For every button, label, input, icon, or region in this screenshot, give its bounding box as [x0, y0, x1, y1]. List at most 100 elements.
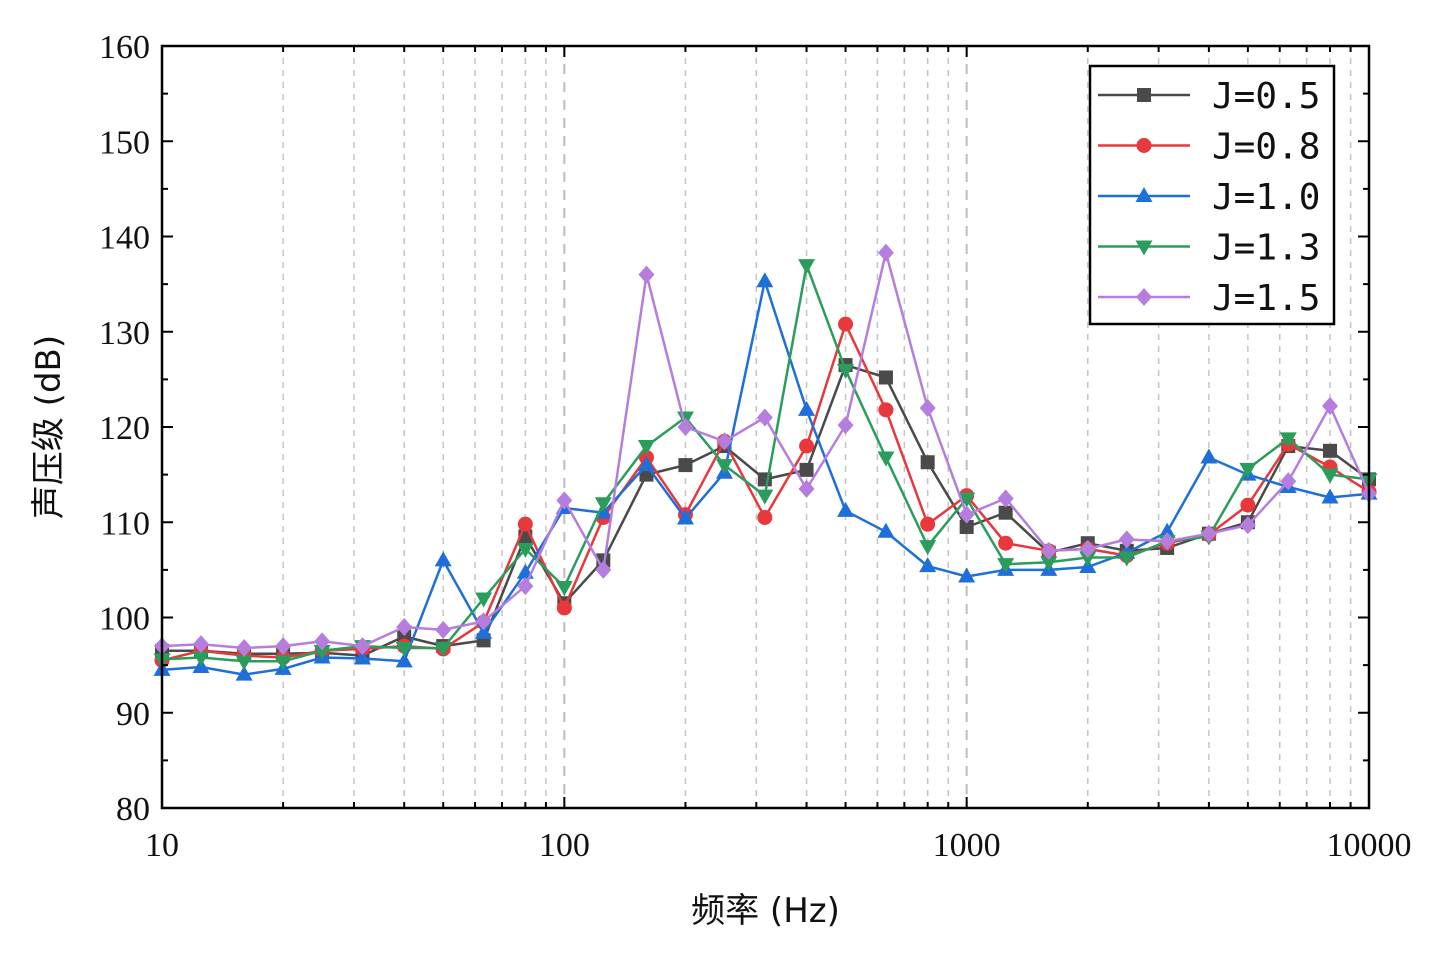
- x-tick-label: 10: [145, 827, 179, 864]
- data-point-3-18: [877, 451, 895, 467]
- x-tick-label: 100: [539, 827, 590, 864]
- data-point-4-27: [1239, 516, 1256, 535]
- data-point-1-18: [878, 402, 894, 418]
- data-point-4-9: [517, 577, 534, 596]
- data-point-4-25: [1159, 532, 1176, 551]
- legend-label: J=1.5: [1212, 278, 1320, 319]
- legend-marker-0: [1137, 88, 1151, 102]
- data-point-2-13: [676, 509, 694, 525]
- data-point-3-7: [434, 641, 452, 657]
- data-point-2-8: [475, 623, 493, 639]
- legend-item-3: J=1.3: [1098, 228, 1320, 269]
- data-point-1-16: [799, 438, 815, 454]
- y-tick-label: 80: [116, 791, 150, 828]
- data-point-3-28: [1279, 432, 1297, 448]
- x-tick-label: 1000: [933, 827, 1001, 864]
- data-point-1-19: [920, 516, 936, 532]
- data-point-3-29: [1321, 468, 1339, 484]
- data-point-4-11: [595, 560, 612, 579]
- data-point-4-28: [1280, 472, 1297, 491]
- data-point-3-1: [192, 651, 210, 667]
- data-point-3-20: [958, 492, 976, 508]
- data-point-4-18: [877, 243, 894, 262]
- legend-item-0: J=0.5: [1098, 76, 1320, 117]
- data-point-2-7: [434, 551, 452, 567]
- y-axis-title: 声压级 (dB): [29, 335, 69, 519]
- data-point-4-22: [1040, 541, 1057, 560]
- y-tick-label: 130: [99, 315, 150, 352]
- data-point-4-26: [1200, 524, 1217, 543]
- data-point-2-19: [919, 557, 937, 573]
- data-point-3-11: [594, 497, 612, 513]
- data-point-2-17: [837, 501, 855, 517]
- data-point-3-15: [756, 489, 774, 505]
- legend-label: J=0.5: [1212, 76, 1320, 117]
- data-point-2-2: [235, 665, 253, 681]
- data-point-2-26: [1200, 448, 1218, 464]
- data-point-4-12: [638, 265, 655, 284]
- y-tick-label: 90: [116, 696, 150, 733]
- data-point-4-8: [475, 612, 492, 631]
- data-point-4-4: [314, 632, 331, 651]
- x-tick-label: 10000: [1327, 827, 1412, 864]
- data-point-3-17: [837, 363, 855, 379]
- data-point-4-10: [556, 491, 573, 510]
- series-4: [154, 243, 1377, 657]
- data-point-4-15: [756, 408, 773, 427]
- data-point-3-21: [997, 558, 1015, 574]
- data-point-3-2: [235, 655, 253, 671]
- legend-item-4: J=1.5: [1098, 278, 1320, 319]
- data-point-4-29: [1322, 397, 1339, 416]
- data-point-0-29: [1323, 443, 1338, 458]
- legend-label: J=0.8: [1212, 127, 1320, 168]
- legend-marker-1: [1136, 138, 1152, 153]
- data-point-3-9: [516, 542, 534, 558]
- data-point-1-21: [998, 535, 1014, 551]
- data-point-4-17: [837, 416, 854, 435]
- data-point-3-24: [1118, 551, 1136, 567]
- data-point-2-20: [958, 567, 976, 583]
- legend-label: J=1.3: [1212, 228, 1320, 269]
- data-point-3-27: [1239, 462, 1257, 478]
- data-point-0-19: [920, 455, 935, 470]
- data-point-4-3: [275, 637, 292, 656]
- legend-label: J=1.0: [1212, 177, 1320, 218]
- data-point-2-6: [395, 652, 413, 668]
- data-point-4-2: [236, 638, 253, 657]
- data-point-4-19: [919, 398, 936, 417]
- data-point-2-15: [756, 272, 774, 288]
- y-tick-label: 100: [99, 601, 150, 638]
- x-axis-title: 频率 (Hz): [691, 891, 840, 931]
- legend-item-2: J=1.0: [1098, 177, 1320, 218]
- data-point-0-18: [878, 370, 893, 385]
- data-point-1-9: [517, 516, 533, 532]
- data-point-4-23: [1079, 539, 1096, 558]
- y-tick-label: 160: [99, 29, 150, 66]
- data-point-3-12: [637, 440, 655, 456]
- data-point-2-29: [1321, 488, 1339, 504]
- data-point-3-22: [1040, 556, 1058, 572]
- data-point-3-16: [798, 259, 816, 275]
- data-point-4-5: [354, 637, 371, 656]
- data-point-4-6: [396, 618, 413, 637]
- data-point-3-8: [475, 592, 493, 608]
- data-point-4-20: [958, 505, 975, 524]
- data-point-4-24: [1118, 530, 1135, 549]
- data-point-0-20: [959, 520, 974, 535]
- data-point-3-3: [274, 655, 292, 671]
- legend-marker-3: [1135, 240, 1153, 256]
- data-point-1-10: [556, 600, 572, 616]
- y-tick-label: 150: [99, 124, 150, 161]
- data-point-2-5: [353, 649, 371, 665]
- legend-marker-4: [1136, 288, 1152, 306]
- data-point-3-14: [715, 459, 733, 475]
- y-tick-label: 110: [100, 505, 150, 542]
- data-point-2-16: [798, 400, 816, 416]
- data-point-3-4: [313, 644, 331, 660]
- data-point-0-13: [678, 458, 693, 473]
- data-point-2-12: [637, 456, 655, 472]
- y-tick-label: 120: [99, 410, 150, 447]
- legend-item-1: J=0.8: [1098, 127, 1320, 168]
